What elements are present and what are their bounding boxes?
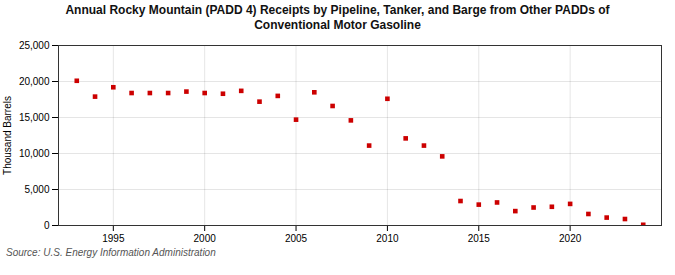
svg-text:2015: 2015 — [468, 233, 491, 244]
svg-text:Thousand Barrels: Thousand Barrels — [2, 96, 13, 175]
svg-text:15,000: 15,000 — [19, 112, 50, 123]
html-text:Annual Rocky Mountain (PADD 4): Annual Rocky Mountain (PADD 4) Receipts … — [65, 3, 610, 32]
svg-text:2010: 2010 — [376, 233, 399, 244]
svg-text:0: 0 — [44, 220, 50, 231]
svg-text:25,000: 25,000 — [19, 40, 50, 51]
html-text:Source: U.S. Energy Informatio: Source: U.S. Energy Information Administ… — [6, 247, 216, 258]
svg-text:2020: 2020 — [559, 233, 582, 244]
svg-text:20,000: 20,000 — [19, 76, 50, 87]
svg-text:2005: 2005 — [285, 233, 308, 244]
svg-text:2000: 2000 — [194, 233, 217, 244]
svg-text:10,000: 10,000 — [19, 148, 50, 159]
svg-text:5,000: 5,000 — [24, 184, 49, 195]
svg-text:1995: 1995 — [102, 233, 125, 244]
